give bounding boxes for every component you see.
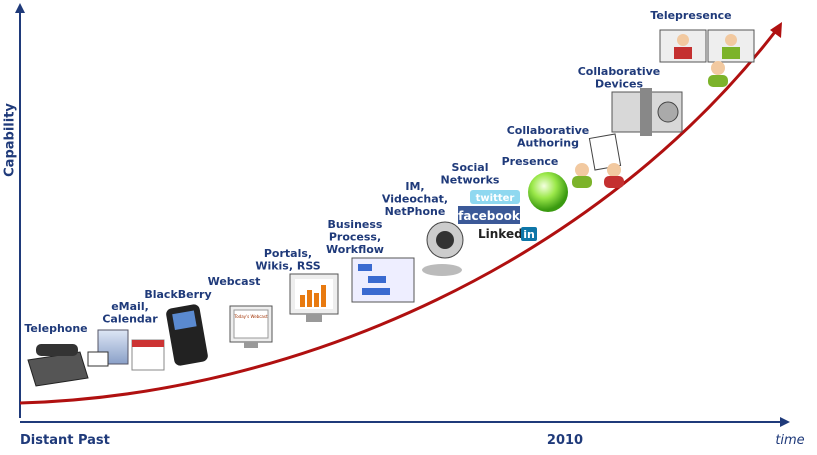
x-mark: 2010 <box>547 433 583 448</box>
devices-icon <box>611 88 683 136</box>
node-label: Networks <box>441 174 500 187</box>
node-label: Collaborative <box>507 124 590 137</box>
y-arrow <box>15 3 25 13</box>
node-label: NetPhone <box>385 205 446 218</box>
linkedin-logo: Linked <box>478 227 523 241</box>
presence-orb <box>528 172 568 212</box>
telepresence-icon <box>659 29 755 87</box>
node-label: Portals, <box>264 247 312 260</box>
curve-arrow <box>770 22 782 38</box>
x-start: Distant Past <box>20 433 110 448</box>
node-label: Videochat, <box>382 193 448 206</box>
x-label: time <box>775 433 804 448</box>
node-label: Telephone <box>24 322 87 335</box>
node-label: Devices <box>595 78 644 91</box>
workflow-icon <box>351 257 415 303</box>
portal-icon <box>289 273 339 322</box>
authoring-icon <box>572 133 624 188</box>
growth-curve <box>19 27 780 405</box>
node-label: BlackBerry <box>144 288 211 301</box>
node-label: Wikis, RSS <box>255 260 320 273</box>
webcam-icon <box>422 221 464 276</box>
node-label: Calendar <box>102 313 158 326</box>
node-label: Collaborative <box>578 65 661 78</box>
node-label: Business <box>328 218 383 231</box>
webcast-icon: Today's Webcast <box>229 305 273 348</box>
email-icon <box>87 329 165 371</box>
linkedin-in: in <box>523 228 535 241</box>
social-logos: twitter facebook Linked in <box>458 190 537 241</box>
blackberry-icon <box>166 304 208 366</box>
y-label: Capability <box>3 103 18 177</box>
facebook-logo: facebook <box>458 209 521 223</box>
telephone-icon <box>27 344 89 387</box>
node-label: Authoring <box>517 137 579 150</box>
node-label: Workflow <box>326 243 384 256</box>
node-label: Webcast <box>208 275 261 288</box>
twitter-logo: twitter <box>476 193 515 204</box>
node-label: Social <box>452 161 489 174</box>
webcast-screen-text: Today's Webcast <box>233 314 267 319</box>
node-label: Presence <box>502 155 559 168</box>
x-arrow <box>780 417 790 427</box>
node-label: Telepresence <box>650 9 731 22</box>
node-label: Process, <box>329 231 381 244</box>
node-label: IM, <box>405 180 424 193</box>
node-label: eMail, <box>111 300 149 313</box>
